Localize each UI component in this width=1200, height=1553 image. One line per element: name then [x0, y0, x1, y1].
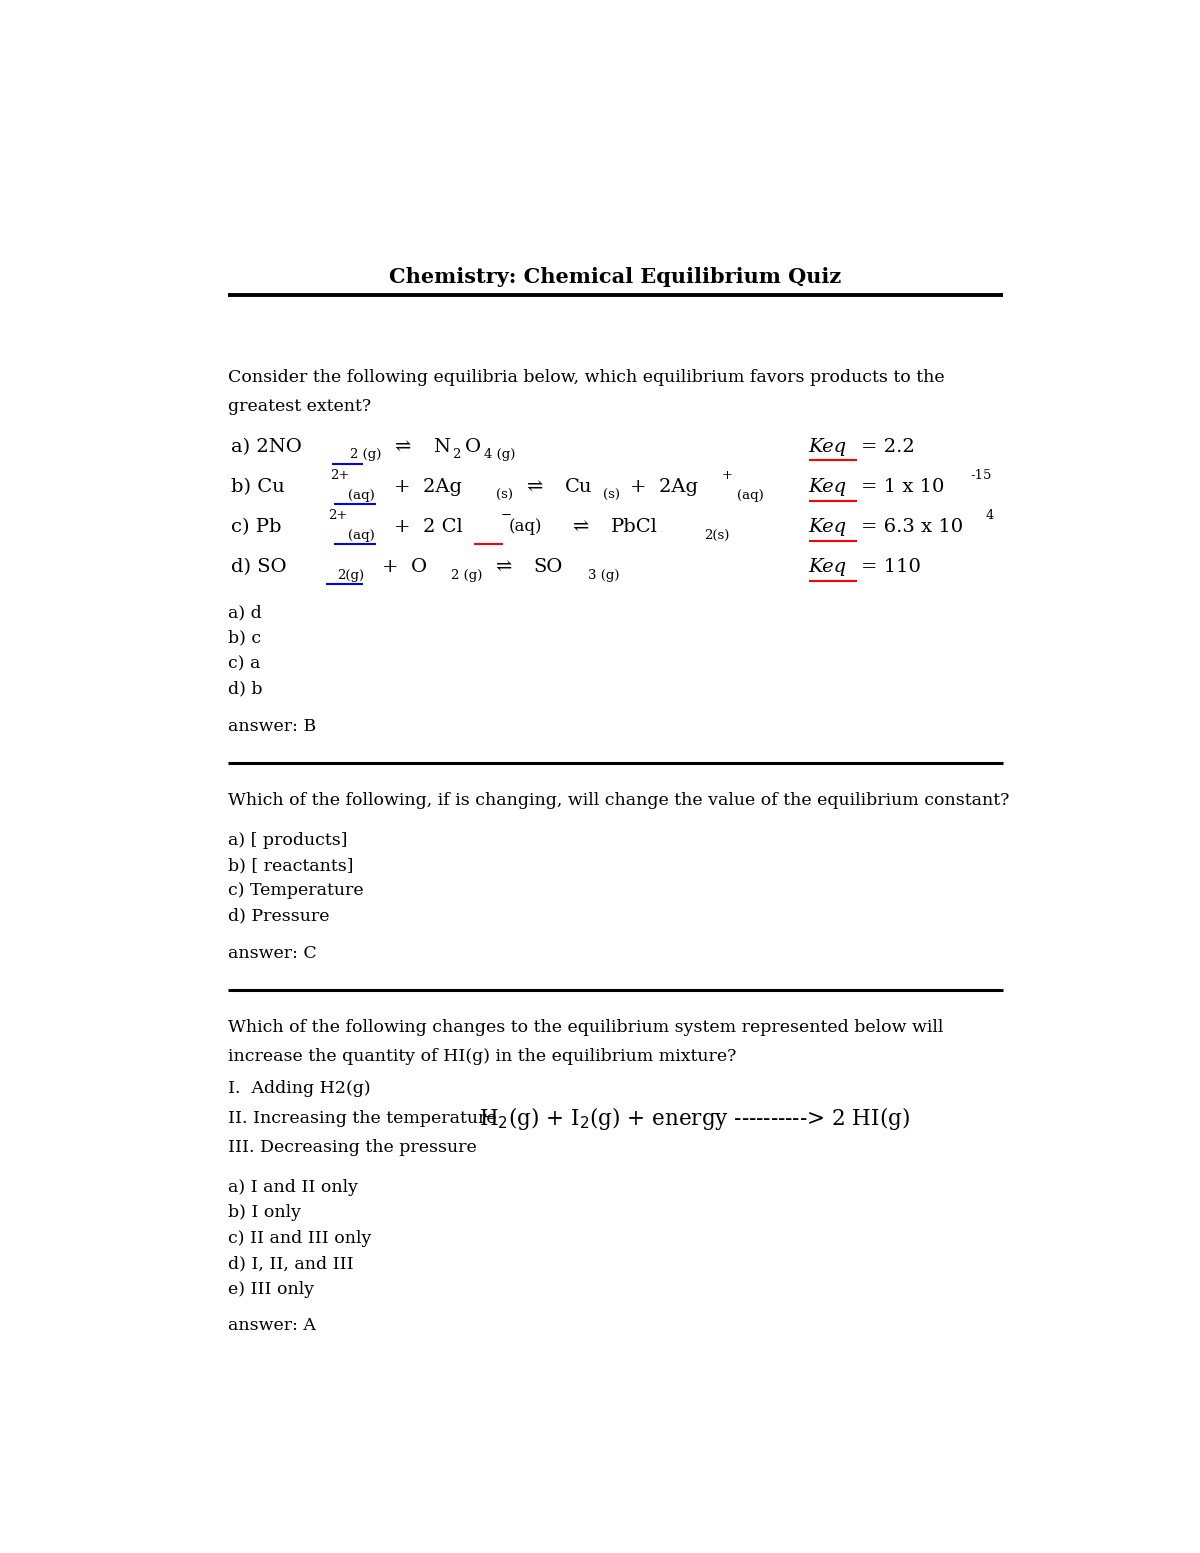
Text: Which of the following, if is changing, will change the value of the equilibrium: Which of the following, if is changing, …: [228, 792, 1009, 809]
Text: d) SO: d) SO: [232, 558, 287, 576]
Text: (aq): (aq): [738, 489, 764, 503]
Text: c) Temperature: c) Temperature: [228, 882, 364, 899]
Text: 2: 2: [452, 447, 461, 461]
Text: b) c: b) c: [228, 631, 260, 648]
Text: e) III only: e) III only: [228, 1281, 313, 1297]
Text: d) b: d) b: [228, 680, 262, 697]
Text: 4: 4: [985, 509, 994, 522]
Text: = 110: = 110: [862, 558, 922, 576]
Text: ⇌: ⇌: [394, 438, 410, 455]
Text: 2 (g): 2 (g): [451, 570, 482, 582]
Text: a) I and II only: a) I and II only: [228, 1179, 358, 1196]
Text: III. Decreasing the pressure: III. Decreasing the pressure: [228, 1138, 476, 1155]
Text: a) d: a) d: [228, 604, 262, 621]
Text: ⇌: ⇌: [494, 558, 511, 576]
Text: ⇌: ⇌: [526, 478, 542, 495]
Text: 2+: 2+: [330, 469, 349, 483]
Text: Keq: Keq: [809, 438, 847, 455]
Text: 4 (g): 4 (g): [484, 447, 516, 461]
Text: +  O: + O: [383, 558, 427, 576]
Text: a) 2NO: a) 2NO: [232, 438, 302, 455]
Text: 3 (g): 3 (g): [588, 570, 619, 582]
Text: N: N: [433, 438, 450, 455]
Text: +: +: [722, 469, 733, 483]
Text: SO: SO: [534, 558, 563, 576]
Text: = 2.2: = 2.2: [862, 438, 916, 455]
Text: (aq): (aq): [348, 530, 374, 542]
Text: b) Cu: b) Cu: [232, 478, 286, 495]
Text: Cu: Cu: [565, 478, 592, 495]
Text: I.  Adding H2(g): I. Adding H2(g): [228, 1081, 370, 1098]
Text: +  2Ag: + 2Ag: [394, 478, 462, 495]
Text: (s): (s): [497, 489, 514, 503]
Text: II. Increasing the temperature: II. Increasing the temperature: [228, 1109, 496, 1126]
Text: answer: C: answer: C: [228, 944, 317, 961]
Text: ⇌: ⇌: [572, 517, 589, 536]
Text: b) I only: b) I only: [228, 1204, 300, 1221]
Text: 2+: 2+: [329, 509, 348, 522]
Text: Keq: Keq: [809, 517, 847, 536]
Text: Consider the following equilibria below, which equilibrium favors products to th: Consider the following equilibria below,…: [228, 368, 944, 385]
Text: c) II and III only: c) II and III only: [228, 1230, 371, 1247]
Text: −: −: [500, 509, 511, 522]
Text: answer: A: answer: A: [228, 1317, 316, 1334]
Text: 2(s): 2(s): [704, 530, 730, 542]
Text: answer: B: answer: B: [228, 717, 316, 735]
Text: Chemistry: Chemical Equilibrium Quiz: Chemistry: Chemical Equilibrium Quiz: [389, 267, 841, 287]
Text: Keq: Keq: [809, 478, 847, 495]
Text: = 6.3 x 10: = 6.3 x 10: [862, 517, 964, 536]
Text: -15: -15: [970, 469, 991, 481]
Text: a) [ products]: a) [ products]: [228, 831, 347, 848]
Text: O: O: [464, 438, 481, 455]
Text: Which of the following changes to the equilibrium system represented below will: Which of the following changes to the eq…: [228, 1019, 943, 1036]
Text: (aq): (aq): [348, 489, 374, 503]
Text: 2(g): 2(g): [337, 570, 365, 582]
Text: (s): (s): [604, 489, 620, 503]
Text: greatest extent?: greatest extent?: [228, 398, 371, 415]
Text: +  2Ag: + 2Ag: [630, 478, 698, 495]
Text: b) [ reactants]: b) [ reactants]: [228, 857, 353, 874]
Text: = 1 x 10: = 1 x 10: [862, 478, 944, 495]
Text: increase the quantity of HI(g) in the equilibrium mixture?: increase the quantity of HI(g) in the eq…: [228, 1048, 736, 1065]
Text: +  2 Cl: + 2 Cl: [394, 517, 463, 536]
Text: Keq: Keq: [809, 558, 847, 576]
Text: d) Pressure: d) Pressure: [228, 909, 329, 926]
Text: d) I, II, and III: d) I, II, and III: [228, 1255, 353, 1272]
Text: c) a: c) a: [228, 655, 260, 672]
Text: PbCl: PbCl: [611, 517, 658, 536]
Text: (aq): (aq): [509, 519, 542, 536]
Text: H$_2$(g) + I$_2$(g) + energy ----------> 2 HI(g): H$_2$(g) + I$_2$(g) + energy ---------->…: [479, 1104, 911, 1132]
Text: c) Pb: c) Pb: [232, 517, 282, 536]
Text: 2 (g): 2 (g): [350, 447, 382, 461]
